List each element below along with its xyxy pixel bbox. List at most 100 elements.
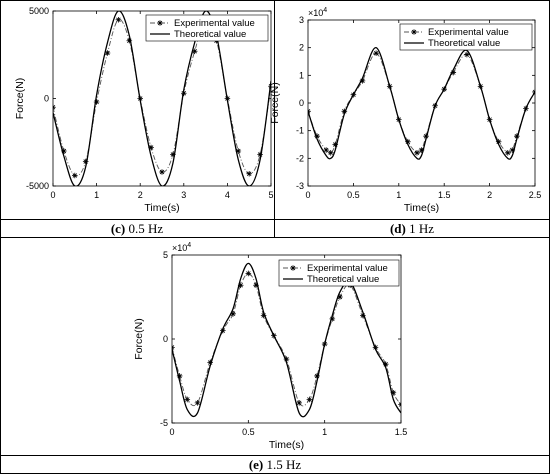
caption-e-text: 1.5 Hz xyxy=(263,457,301,472)
legend-box xyxy=(145,14,269,42)
x-axis-label: Time(s) xyxy=(269,439,304,451)
y-exponent-power: 4 xyxy=(323,7,327,14)
legend-box xyxy=(399,23,533,51)
series-experimental-point-shape xyxy=(283,356,290,362)
series-experimental-point xyxy=(191,48,198,55)
series-experimental-point-shape xyxy=(148,144,154,151)
series-experimental-point xyxy=(61,148,67,154)
x-tick-label: 1 xyxy=(396,190,401,200)
series-experimental-point-shape xyxy=(194,400,201,406)
series-experimental-point xyxy=(207,359,213,366)
series-experimental-point xyxy=(306,396,313,403)
series-experimental-point xyxy=(418,147,425,153)
legend-label: Experimental value xyxy=(174,18,255,29)
x-tick-label: 0.5 xyxy=(242,427,255,437)
series-experimental-point-shape xyxy=(246,170,252,177)
series-experimental-point xyxy=(115,16,122,23)
series-theoretical-line xyxy=(53,11,271,186)
legend-label: Theoretical value xyxy=(174,29,246,40)
legend-experimental-marker-shape xyxy=(290,265,296,271)
x-tick-label: 5 xyxy=(268,190,273,200)
series-experimental-point-shape xyxy=(306,396,313,403)
legend-experimental-marker xyxy=(411,29,417,35)
y-exponent-base: ×10 xyxy=(308,8,323,18)
series-experimental-point-shape xyxy=(398,401,401,408)
series-experimental-point-shape xyxy=(360,312,366,319)
x-tick-label: 2 xyxy=(138,190,143,200)
x-tick-label: 0 xyxy=(305,190,310,200)
series-experimental-point-shape xyxy=(184,396,191,403)
caption-d: (d) 1 Hz xyxy=(390,221,434,236)
series-experimental-point xyxy=(283,356,290,362)
series-theoretical-line xyxy=(172,262,401,418)
y-tick-label: -1 xyxy=(296,126,304,136)
series-experimental-point xyxy=(423,133,429,139)
series-experimental-point xyxy=(337,294,343,300)
series-group xyxy=(308,47,535,160)
series-experimental-point xyxy=(414,150,420,156)
y-tick-label: -3 xyxy=(296,181,304,191)
legend-label: Theoretical value xyxy=(428,38,500,49)
series-experimental-point xyxy=(148,144,154,151)
series-experimental-point-shape xyxy=(514,133,520,139)
series-experimental-point xyxy=(93,99,100,105)
series-experimental-point xyxy=(373,50,379,56)
series-experimental-point-shape xyxy=(337,294,343,300)
x-tick-label: 1.5 xyxy=(395,427,408,437)
y-exponent-label: ×104 xyxy=(308,7,327,18)
x-axis-label: Time(s) xyxy=(144,202,179,214)
series-experimental-point xyxy=(341,108,348,115)
series-theoretical-line xyxy=(308,47,535,160)
series-experimental-point-shape xyxy=(82,158,89,165)
series-experimental-point-shape xyxy=(373,50,379,56)
caption-c: (c) 0.5 Hz xyxy=(111,221,164,236)
y-tick-label: 5 xyxy=(163,250,168,260)
x-axis-label: Time(s) xyxy=(404,202,439,214)
series-group xyxy=(172,262,401,418)
caption-d-letter: (d) xyxy=(390,221,406,236)
series-experimental-point xyxy=(184,396,191,403)
series-experimental-point xyxy=(260,312,267,319)
x-tick-label: 3 xyxy=(181,190,186,200)
series-experimental-point-shape xyxy=(257,151,263,158)
legend-experimental-marker-shape xyxy=(411,29,417,35)
y-axis-label: Force(N) xyxy=(269,82,281,123)
series-experimental-point-shape xyxy=(170,151,176,158)
series-experimental-point xyxy=(514,133,520,139)
plot-c-0-5hz: 0 1 2 3 4 5-500005000Time(s)Force(N)Experimen… xyxy=(14,6,274,214)
x-tick-label: 0.5 xyxy=(347,190,360,200)
series-experimental-point xyxy=(104,50,111,56)
series-experimental-point xyxy=(504,150,511,156)
y-tick-label: -5000 xyxy=(26,181,49,191)
series-experimental-point-shape xyxy=(332,141,339,148)
series-experimental-point xyxy=(390,389,397,396)
x-tick-label: 0 xyxy=(50,190,55,200)
series-experimental-point xyxy=(53,104,56,111)
y-exponent-power: 4 xyxy=(187,242,191,249)
series-experimental-point xyxy=(253,282,259,289)
series-experimental-point-shape xyxy=(61,148,67,154)
legend-label: Experimental value xyxy=(428,27,509,38)
series-experimental-point-shape xyxy=(115,16,122,23)
series-experimental-point xyxy=(398,401,401,408)
series-experimental-point xyxy=(495,138,502,145)
series-experimental-point xyxy=(450,69,457,76)
series-experimental-point xyxy=(359,78,366,84)
series-experimental-point-shape xyxy=(207,359,213,366)
series-experimental-point-shape xyxy=(314,133,320,139)
series-experimental-point xyxy=(405,138,411,145)
y-tick-label: 5000 xyxy=(29,6,49,16)
series-experimental-point-shape xyxy=(245,270,252,277)
series-experimental-point-shape xyxy=(72,172,78,179)
series-experimental-point xyxy=(296,400,302,406)
caption-e: (e) 1.5 Hz xyxy=(249,457,302,472)
plot-e-1-5hz: 0 0.5 1 1.5-505×104Time(s)Force(N)Experimen… xyxy=(133,242,407,451)
y-tick-label: 0 xyxy=(44,94,49,104)
series-experimental-point xyxy=(360,312,366,319)
series-experimental-point xyxy=(126,37,133,44)
series-experimental-point-shape xyxy=(237,282,244,289)
